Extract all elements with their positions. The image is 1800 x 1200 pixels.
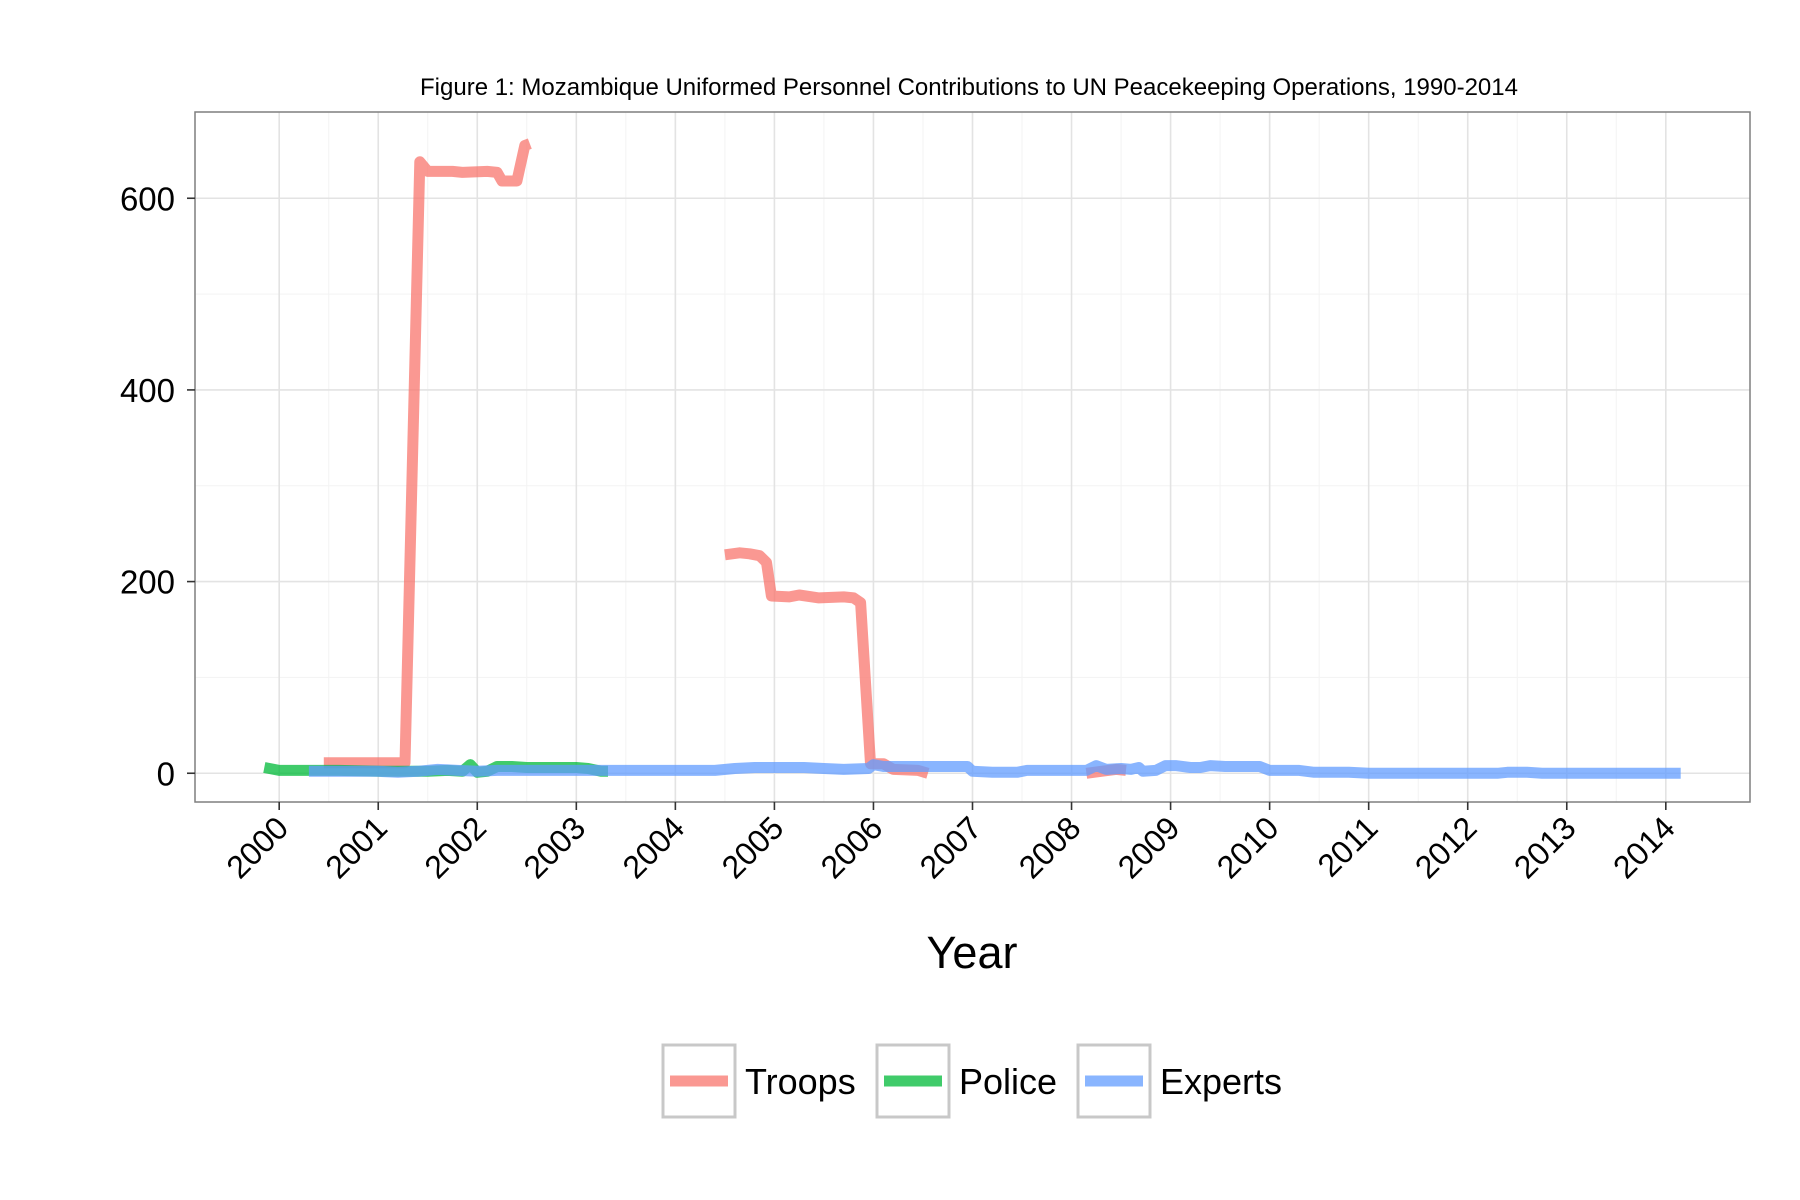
legend: Troops Police Experts — [661, 1043, 1282, 1119]
series-lines — [263, 138, 1681, 779]
y-tick-label: 400 — [120, 372, 175, 409]
chart-title: Figure 1: Mozambique Uniformed Personnel… — [420, 74, 1518, 101]
y-tick-label: 0 — [157, 755, 175, 792]
series-experts — [308, 759, 1681, 779]
y-axis: 0 200 400 600 — [120, 180, 195, 792]
series-line-troops — [323, 138, 532, 769]
y-tick-label: 600 — [120, 180, 175, 217]
legend-label: Police — [959, 1061, 1057, 1102]
x-axis-title: Year — [927, 927, 1018, 978]
legend-item-troops: Troops — [661, 1043, 856, 1119]
series-line-experts — [308, 759, 1681, 779]
gridlines — [195, 112, 1750, 802]
legend-label: Troops — [745, 1061, 856, 1102]
legend-label: Experts — [1160, 1061, 1282, 1102]
y-tick-label: 200 — [120, 564, 175, 601]
legend-item-police: Police — [875, 1043, 1057, 1119]
legend-item-experts: Experts — [1076, 1043, 1282, 1119]
